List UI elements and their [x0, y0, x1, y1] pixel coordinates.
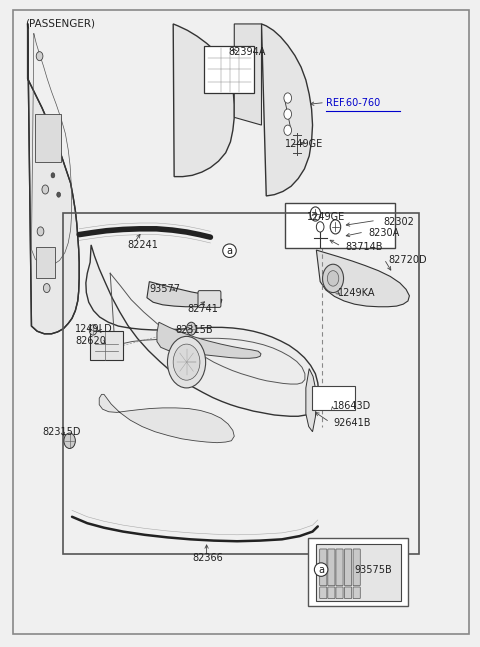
Circle shape: [36, 52, 43, 61]
FancyBboxPatch shape: [336, 587, 343, 598]
FancyBboxPatch shape: [308, 538, 408, 606]
Circle shape: [43, 283, 50, 292]
Polygon shape: [316, 250, 409, 307]
Polygon shape: [86, 245, 319, 416]
FancyBboxPatch shape: [312, 386, 355, 410]
Circle shape: [327, 270, 339, 286]
Circle shape: [64, 433, 75, 448]
Text: 1249LD: 1249LD: [75, 324, 113, 334]
Circle shape: [323, 264, 344, 292]
Text: 8230A: 8230A: [369, 228, 400, 238]
Polygon shape: [262, 24, 312, 196]
Text: a: a: [227, 246, 232, 256]
Circle shape: [173, 344, 200, 380]
FancyBboxPatch shape: [345, 549, 352, 586]
Circle shape: [284, 93, 291, 103]
FancyBboxPatch shape: [353, 549, 360, 586]
FancyBboxPatch shape: [336, 549, 343, 586]
FancyBboxPatch shape: [13, 10, 469, 634]
Text: 1249KA: 1249KA: [338, 287, 375, 298]
Circle shape: [51, 173, 55, 178]
FancyBboxPatch shape: [90, 331, 123, 360]
Polygon shape: [147, 281, 222, 307]
Circle shape: [316, 222, 324, 232]
Text: 83714B: 83714B: [345, 243, 383, 252]
Circle shape: [187, 322, 196, 335]
Polygon shape: [157, 322, 261, 358]
Circle shape: [37, 227, 44, 236]
Circle shape: [310, 207, 321, 221]
Text: 82741: 82741: [188, 304, 218, 314]
Circle shape: [57, 192, 60, 197]
FancyBboxPatch shape: [328, 587, 335, 598]
Circle shape: [42, 185, 48, 194]
Text: 82720D: 82720D: [388, 256, 427, 265]
Circle shape: [284, 109, 291, 119]
Text: 1249GE: 1249GE: [285, 139, 324, 149]
FancyBboxPatch shape: [198, 291, 221, 307]
Text: 82315D: 82315D: [42, 427, 81, 437]
Circle shape: [284, 125, 291, 135]
FancyBboxPatch shape: [36, 248, 55, 278]
Text: 82302: 82302: [383, 217, 414, 226]
Text: (PASSENGER): (PASSENGER): [25, 19, 95, 29]
Text: 82315B: 82315B: [176, 325, 213, 335]
FancyBboxPatch shape: [320, 549, 327, 586]
Text: REF.60-760: REF.60-760: [326, 98, 380, 107]
FancyBboxPatch shape: [345, 587, 352, 598]
Text: 93577: 93577: [149, 284, 180, 294]
Text: 1249GE: 1249GE: [307, 212, 345, 222]
Text: 82620: 82620: [75, 336, 106, 346]
Polygon shape: [28, 24, 79, 334]
Text: a: a: [318, 565, 324, 575]
Text: 18643D: 18643D: [333, 401, 372, 411]
Text: 92641B: 92641B: [333, 419, 371, 428]
FancyBboxPatch shape: [204, 47, 254, 93]
FancyBboxPatch shape: [320, 587, 327, 598]
FancyBboxPatch shape: [285, 203, 395, 248]
FancyBboxPatch shape: [328, 549, 335, 586]
Circle shape: [89, 325, 97, 335]
Circle shape: [168, 336, 205, 388]
FancyBboxPatch shape: [353, 587, 360, 598]
Text: 93575B: 93575B: [355, 565, 392, 575]
Polygon shape: [99, 395, 234, 443]
Circle shape: [330, 220, 341, 234]
Polygon shape: [306, 369, 316, 432]
FancyBboxPatch shape: [35, 114, 61, 162]
Text: 82241: 82241: [128, 240, 159, 250]
Polygon shape: [234, 24, 262, 125]
Text: 82366: 82366: [192, 553, 223, 563]
Text: 82394A: 82394A: [228, 47, 265, 57]
Polygon shape: [173, 24, 234, 177]
FancyBboxPatch shape: [316, 544, 401, 600]
